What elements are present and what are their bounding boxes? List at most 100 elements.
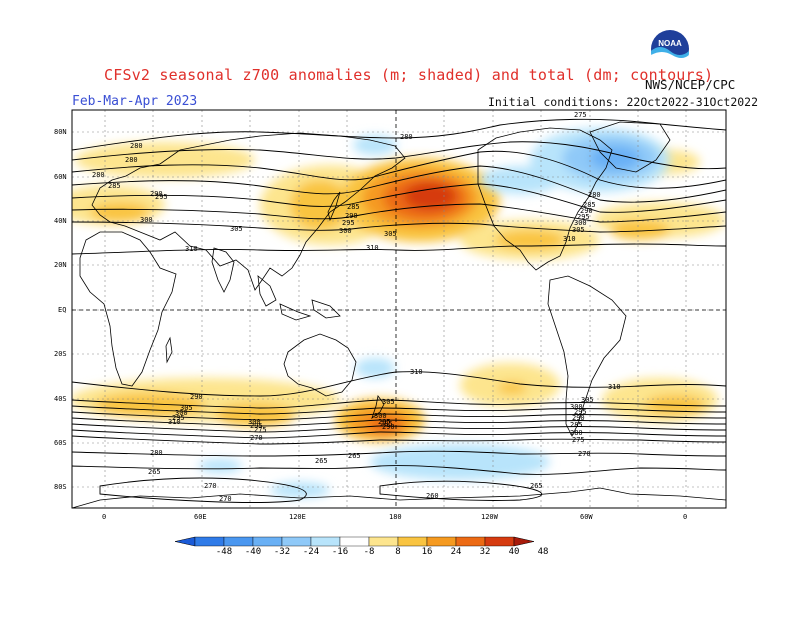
initial-conditions-label: Initial conditions: 22Oct2022-31Oct2022: [488, 95, 759, 109]
contour-label: 310: [168, 418, 181, 426]
antarctica-outline: [72, 487, 726, 508]
contour-label: 310: [185, 245, 198, 253]
colorbar-tick-label: -8: [364, 547, 375, 557]
lat-label: 80N: [54, 128, 67, 136]
contour-label: 300: [140, 216, 153, 224]
contour-label: 280: [588, 191, 601, 199]
longitude-labels: 0 60E 120E 180 120W 60W 0: [102, 513, 687, 521]
colorbar-swatch: [281, 536, 312, 547]
contour-label: 305: [572, 226, 585, 234]
colorbar-tick-label: -32: [274, 547, 290, 557]
contour-labels: 280 280 280 285 290 295 300 305 310 280 …: [92, 111, 621, 503]
contour-label: 300: [570, 403, 583, 411]
contour-label: 275: [574, 111, 587, 119]
contour-label: 270: [204, 482, 217, 490]
contour-label: 290: [572, 414, 585, 422]
north-america-outline: [477, 127, 613, 271]
lat-label: 20S: [54, 350, 67, 358]
map-frame: [71, 109, 727, 509]
contour-label: 280: [92, 171, 105, 179]
colorbar-tick-label: -16: [332, 547, 348, 557]
colorbar-ticks: -48 -40 -32 -24 -16 -8 8 16 24 32 40 48: [216, 547, 549, 557]
colorbar-tick-label: 32: [480, 547, 491, 557]
lon-label: 0: [683, 513, 687, 521]
colorbar-tick-label: -24: [303, 547, 319, 557]
contour-label: 265: [315, 457, 328, 465]
lat-label: EQ: [58, 306, 66, 314]
lat-label: 40N: [54, 217, 67, 225]
contour-label: 275: [572, 436, 585, 444]
south-america-outline: [547, 275, 627, 437]
contour-label: 280: [125, 156, 138, 164]
contour-label: 270: [250, 434, 263, 442]
season-label: Feb-Mar-Apr 2023: [72, 94, 198, 109]
noaa-logo-icon: NOAA: [651, 30, 689, 74]
contour-label: 305: [384, 230, 397, 238]
lon-label: 180: [389, 513, 402, 521]
contour-label: 295: [250, 422, 263, 430]
contour-label: 300: [248, 418, 261, 426]
colorbar-swatch: [252, 536, 283, 547]
colorbar-swatch: [339, 536, 370, 547]
contour-label: 280: [400, 133, 413, 141]
noaa-logo: NOAA: [650, 29, 690, 74]
colorbar-swatch: [484, 536, 515, 547]
contour-label: 290: [190, 393, 203, 401]
colorbar-tick-label: 16: [422, 547, 433, 557]
contour-label: 310: [563, 235, 576, 243]
height-contours: [72, 118, 726, 503]
colorbar-swatch: [223, 536, 254, 547]
europe-asia-outline: [91, 132, 406, 291]
contour-label: 285: [570, 421, 583, 429]
contour-label: 265: [348, 452, 361, 460]
lat-label: 80S: [54, 483, 67, 491]
contour-label: 300: [374, 412, 387, 420]
colorbar-tick-label: 40: [509, 547, 520, 557]
contour-label: 275: [254, 426, 267, 434]
contour-label: 305: [180, 404, 193, 412]
contour-label: 280: [150, 449, 163, 457]
contour-label: 300: [175, 409, 188, 417]
colorbar-tick-label: 24: [451, 547, 462, 557]
contour-label: 295: [155, 193, 168, 201]
contour-label: 305: [230, 225, 243, 233]
contour-label: 300: [574, 219, 587, 227]
equator-line: [72, 110, 726, 508]
contour-label: 295: [574, 408, 587, 416]
contour-label: 285: [108, 182, 121, 190]
contour-label: 295: [342, 219, 355, 227]
contour-label: 280: [130, 142, 143, 150]
colorbar-swatch: [310, 536, 341, 547]
madagascar-outline: [165, 336, 173, 364]
new-zealand-outline: [371, 395, 385, 420]
lon-label: 0: [102, 513, 106, 521]
contour-label: 260: [426, 492, 439, 500]
india-outline: [211, 247, 235, 293]
colorbar-arrow-right: [513, 536, 535, 547]
australia-outline: [283, 333, 357, 397]
colorbar-swatch: [397, 536, 428, 547]
lat-label: 40S: [54, 395, 67, 403]
colorbar-arrow-left: [174, 536, 196, 547]
logo-text: NOAA: [658, 39, 682, 48]
colorbar-swatch: [426, 536, 457, 547]
lat-label: 60S: [54, 439, 67, 447]
contour-label: 265: [530, 482, 543, 490]
chart-title: CFSv2 seasonal z700 anomalies (m; shaded…: [104, 66, 714, 84]
se-asia-outline: [257, 275, 341, 321]
contour-label: 270: [219, 495, 232, 503]
contour-label: 290: [345, 212, 358, 220]
colorbar-swatch: [194, 536, 225, 547]
lon-label: 120W: [481, 513, 499, 521]
latitude-labels: 80N 60N 40N 20N EQ 20S 40S 60S 80S: [54, 128, 67, 491]
contour-label: 295: [577, 213, 590, 221]
contour-label: 285: [347, 203, 360, 211]
contour-label: 295: [378, 418, 391, 426]
contour-label: 290: [382, 423, 395, 431]
contour-label: 265: [148, 468, 161, 476]
lon-label: 60E: [194, 513, 207, 521]
colorbar-tick-label: 8: [395, 547, 400, 557]
agency-label: NWS/NCEP/CPC: [645, 77, 736, 92]
colorbar-swatches: [174, 536, 535, 547]
